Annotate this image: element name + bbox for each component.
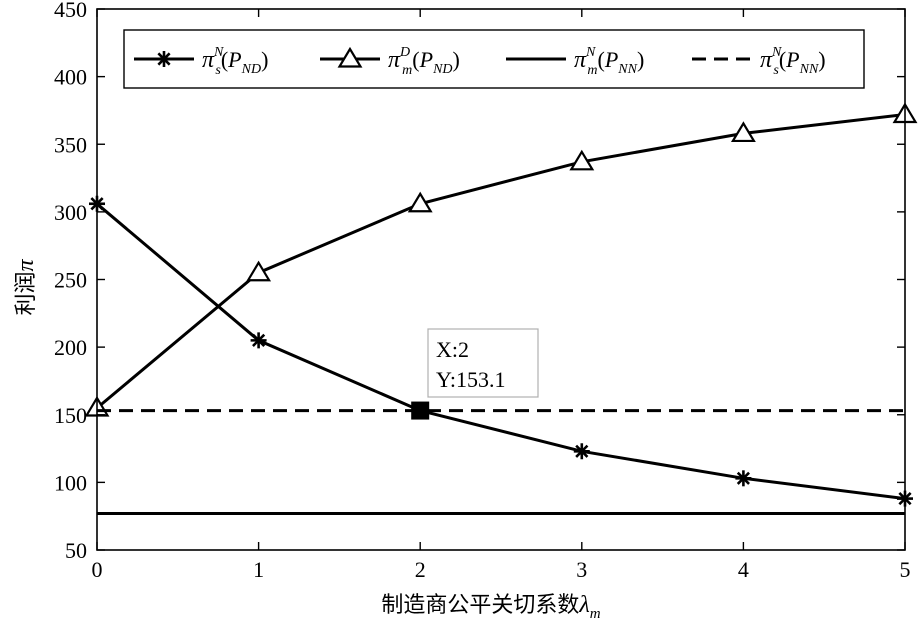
y-tick-label-2: 150	[54, 403, 87, 428]
legend-marker-1	[337, 46, 363, 68]
y-tick-label-8: 450	[54, 0, 87, 22]
series-0-point-3	[573, 443, 590, 460]
x-tick-label-2: 2	[415, 557, 426, 582]
series-1-point-4	[730, 121, 756, 143]
y-axis-label: 利润π	[13, 259, 39, 316]
y-tick-label-7: 400	[54, 65, 87, 90]
x-tick-label-3: 3	[576, 557, 587, 582]
legend-label-0: πN s(PND)	[202, 45, 268, 78]
series-1-point-2	[407, 191, 433, 213]
x-tick-label-0: 0	[92, 557, 103, 582]
legend-label-2: πN m(PNN)	[574, 45, 644, 78]
legend-item-0: πN s(PND)	[134, 45, 268, 78]
legend-marker-0	[156, 51, 172, 67]
legend-item-1: πD m(PND)	[320, 45, 460, 78]
x-tick-label-1: 1	[253, 557, 264, 582]
series-0-line	[96, 202, 906, 501]
datatip-y: Y:153.1	[436, 367, 505, 392]
x-axis-label: 制造商公平关切系数λm	[381, 592, 600, 621]
legend-item-3: πN s(PNN)	[692, 45, 826, 78]
y-tick-label-6: 350	[54, 132, 87, 157]
legend-label-3: πN s(PNN)	[760, 45, 826, 78]
legend-label-1: πD m(PND)	[388, 45, 460, 78]
series-0-point-4	[735, 470, 752, 487]
x-tick-label-4: 4	[738, 557, 749, 582]
legend-item-2: πN m(PNN)	[506, 45, 644, 78]
y-tick-label-1: 100	[54, 470, 87, 495]
datatip-x: X:2	[436, 337, 469, 362]
x-tick-label-5: 5	[900, 557, 911, 582]
datatip-box	[427, 328, 539, 398]
y-tick-label-4: 250	[54, 268, 87, 293]
series-1-point-1	[246, 260, 272, 282]
y-tick-label-3: 200	[54, 335, 87, 360]
series-0-point-1	[250, 332, 267, 349]
datatip-marker	[411, 401, 430, 420]
y-tick-label-0: 50	[65, 538, 87, 563]
plot-frame	[96, 8, 906, 551]
series-1-point-3	[569, 149, 595, 171]
series-1-line	[96, 113, 906, 410]
y-tick-label-5: 300	[54, 200, 87, 225]
